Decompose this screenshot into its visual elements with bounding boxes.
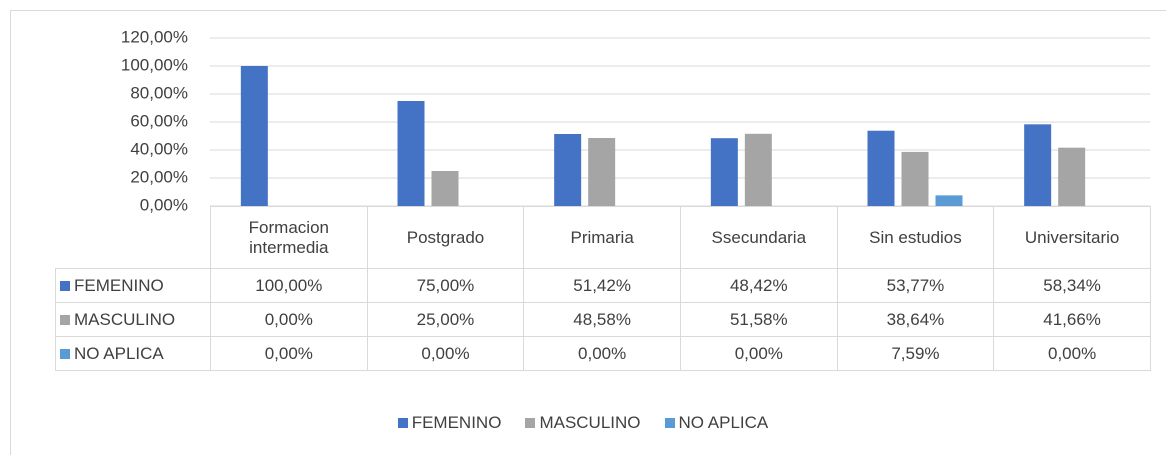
category-label: Ssecundaria <box>679 206 838 269</box>
bar <box>1058 147 1086 206</box>
value-label: 0,00% <box>210 336 368 371</box>
legend-label: FEMENINO <box>411 413 502 432</box>
row-label: MASCULINO <box>74 309 176 329</box>
bar <box>554 134 582 206</box>
data-table: Formacion intermedia Postgrado Primaria Sse… <box>55 206 1151 371</box>
bar <box>867 130 895 206</box>
value-label: 51,58% <box>679 302 838 337</box>
value-label: 7,59% <box>836 336 995 371</box>
row-key: MASCULINO <box>55 302 211 337</box>
legend-label: NO APLICA <box>678 413 769 432</box>
legend-swatch <box>60 280 70 291</box>
row-label: NO APLICA <box>74 343 164 363</box>
bar <box>935 195 963 206</box>
y-tick-label: 20,00% <box>130 167 188 186</box>
value-label: 58,34% <box>993 268 1151 303</box>
bar <box>588 137 616 206</box>
value-label: 25,00% <box>366 302 525 337</box>
y-tick-label: 120,00% <box>121 27 188 46</box>
bar <box>397 101 425 206</box>
data-row: MASCULINO 0,00% 25,00% 48,58% 51,58% 38,64% 41… <box>55 302 1151 337</box>
row-key: FEMENINO <box>55 268 211 303</box>
value-label: 51,42% <box>523 268 681 303</box>
value-label: 38,64% <box>836 302 995 337</box>
value-label: 0,00% <box>993 336 1151 371</box>
value-label: 75,00% <box>366 268 525 303</box>
bar <box>744 133 772 206</box>
category-label: Formacion intermedia <box>210 206 368 269</box>
value-label: 48,42% <box>679 268 838 303</box>
legend-swatch <box>60 314 70 325</box>
bar <box>240 66 268 206</box>
header-row: Formacion intermedia Postgrado Primaria Sse… <box>56 206 1151 269</box>
value-label: 100,00% <box>210 268 368 303</box>
value-label: 0,00% <box>210 302 368 337</box>
legend-item: FEMENINO <box>397 413 502 432</box>
legend-item: NO APLICA <box>664 413 769 432</box>
legend-swatch <box>397 418 408 428</box>
legend-label: MASCULINO <box>539 413 641 432</box>
bar <box>901 151 929 206</box>
y-tick-label: 100,00% <box>121 55 188 74</box>
value-label: 0,00% <box>679 336 838 371</box>
value-label: 41,66% <box>993 302 1151 337</box>
chart-border <box>10 10 1166 455</box>
legend-swatch <box>664 418 675 428</box>
value-label: 0,00% <box>523 336 681 371</box>
category-label: Postgrado <box>366 206 525 269</box>
value-label: 53,77% <box>836 268 995 303</box>
category-label: Sin estudios <box>836 206 995 269</box>
row-key: NO APLICA <box>55 336 211 371</box>
y-tick-label: 0,00% <box>140 195 188 214</box>
y-tick-label: 80,00% <box>130 83 188 102</box>
bar <box>710 138 738 206</box>
value-label: 48,58% <box>523 302 681 337</box>
y-tick-label: 60,00% <box>130 111 188 130</box>
data-row: FEMENINO 100,00% 75,00% 51,42% 48,42% 53,77% 5… <box>55 268 1151 303</box>
legend: FEMENINO MASCULINO NO APLICA <box>0 413 1166 433</box>
value-label: 0,00% <box>366 336 525 371</box>
legend-swatch <box>60 348 70 359</box>
corner-cell <box>56 207 211 269</box>
row-label: FEMENINO <box>74 275 164 295</box>
legend-swatch <box>525 418 536 428</box>
legend-item: MASCULINO <box>525 413 641 432</box>
category-label: Universitario <box>993 206 1151 269</box>
bar <box>1024 124 1052 206</box>
bar <box>431 171 459 206</box>
category-label: Primaria <box>523 206 681 269</box>
data-row: NO APLICA 0,00% 0,00% 0,00% 0,00% 7,59% 0,00% <box>55 336 1151 371</box>
y-tick-label: 40,00% <box>130 139 188 158</box>
